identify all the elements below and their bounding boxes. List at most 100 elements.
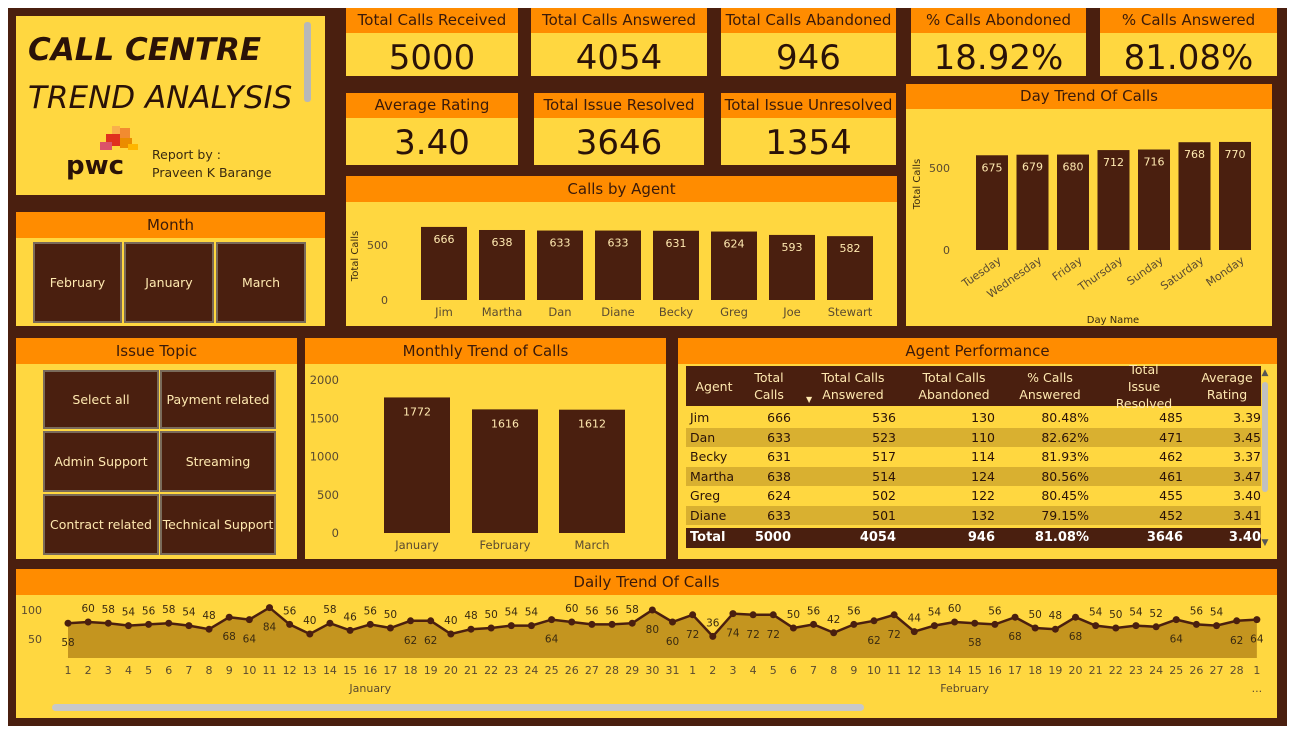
data-label: 64 xyxy=(1170,634,1184,646)
x-tick-label: 26 xyxy=(1189,664,1203,677)
data-label: 54 xyxy=(505,607,519,619)
data-point xyxy=(1253,616,1261,624)
title-line-1: CALL CENTRE xyxy=(28,32,262,68)
horizontal-scrollbar[interactable] xyxy=(52,704,864,711)
issue-option-payment-related[interactable]: Payment related xyxy=(160,370,276,429)
data-point xyxy=(850,620,858,628)
data-label: 56 xyxy=(1190,605,1204,617)
data-label: 40 xyxy=(444,615,457,627)
data-label: 58 xyxy=(968,637,981,649)
x-tick-label: 17 xyxy=(383,664,397,677)
data-point xyxy=(1213,622,1221,630)
issue-option-technical-support[interactable]: Technical Support xyxy=(160,494,276,555)
y-tick-label: 50 xyxy=(28,633,42,646)
bar xyxy=(559,409,625,533)
data-point xyxy=(306,630,314,638)
table-row[interactable]: Greg 624 502 122 80.45% 455 3.40 xyxy=(686,486,1261,505)
table-row[interactable]: Martha 638 514 124 80.56% 461 3.47 xyxy=(686,466,1261,486)
scroll-thumb[interactable] xyxy=(1262,382,1268,492)
x-tick-label: 26 xyxy=(565,664,579,677)
kpi-value: 18.92% xyxy=(933,38,1064,76)
x-tick-label: 24 xyxy=(1149,664,1163,677)
calls-by-agent-chart: Calls by Agent Total Calls 0 500 666 Jim 638 M… xyxy=(346,176,897,326)
scroll-up-icon[interactable]: ▲ xyxy=(1261,368,1269,378)
data-point xyxy=(1132,622,1140,630)
data-point xyxy=(447,630,455,638)
x-tick-label: 21 xyxy=(464,664,478,677)
data-label: 44 xyxy=(908,613,922,625)
x-axis-label: Day Name xyxy=(1087,315,1139,326)
col-total-calls[interactable]: Total Calls xyxy=(754,370,784,402)
data-point xyxy=(588,620,596,628)
x-tick-label: 12 xyxy=(907,664,921,677)
total-issue-resolved: 3646 xyxy=(1146,530,1183,545)
data-label: 62 xyxy=(424,635,437,647)
table-row[interactable]: Jim 666 536 130 80.48% 485 3.39 xyxy=(686,408,1261,427)
issue-option-contract-related[interactable]: Contract related xyxy=(43,494,159,555)
data-label: 768 xyxy=(1184,148,1205,161)
data-label: 50 xyxy=(384,609,397,621)
month-option-january[interactable]: January xyxy=(124,242,214,323)
vertical-scrollbar[interactable] xyxy=(304,22,311,102)
x-tick-label: 4 xyxy=(750,664,757,677)
table-row[interactable]: Dan 633 523 110 82.62% 471 3.45 xyxy=(686,427,1261,447)
table-cell: 80.45% xyxy=(1041,488,1089,503)
table-cell: Diane xyxy=(690,507,727,523)
table-row[interactable]: Becky 631 517 114 81.93% 462 3.37 xyxy=(686,447,1261,466)
col-total-issue-resolved[interactable]: Total Issue Resolved xyxy=(1115,361,1173,411)
data-point xyxy=(1092,622,1100,630)
month-option-march[interactable]: March xyxy=(216,242,306,323)
data-point xyxy=(185,622,193,630)
y-tick-label: 100 xyxy=(21,604,42,617)
scroll-down-icon[interactable]: ▼ xyxy=(1261,538,1269,548)
table-cell: 80.48% xyxy=(1041,410,1089,425)
data-point xyxy=(326,619,334,627)
table-row[interactable]: Diane 633 501 132 79.15% 452 3.41 xyxy=(686,505,1261,525)
month-label: January xyxy=(348,682,391,695)
data-label: 52 xyxy=(1149,608,1162,620)
data-point xyxy=(689,611,697,619)
kpi-value: 4054 xyxy=(575,38,663,76)
y-tick-label: 1500 xyxy=(310,411,339,425)
col-percent-calls-answered[interactable]: % Calls Answered xyxy=(1019,370,1081,402)
col-agent[interactable]: Agent xyxy=(695,378,733,394)
data-point xyxy=(225,613,233,621)
data-label: 64 xyxy=(243,634,257,646)
x-tick-label: 25 xyxy=(545,664,559,677)
series-line xyxy=(67,606,1257,639)
bar xyxy=(1016,154,1049,250)
data-label: 60 xyxy=(81,603,94,615)
table-vertical-scrollbar[interactable]: ▲ ▼ xyxy=(1259,368,1271,548)
issue-option-streaming[interactable]: Streaming xyxy=(160,431,276,492)
ellipsis-label: ... xyxy=(1252,682,1263,695)
table-cell: 3.37 xyxy=(1233,449,1261,464)
issue-option-select-all[interactable]: Select all xyxy=(43,370,159,429)
table-cell: 517 xyxy=(872,449,896,464)
kpi-label: Total Calls Received xyxy=(346,8,518,33)
x-tick-label: 20 xyxy=(444,664,458,677)
table-body[interactable]: Agent Total Calls Total Calls Answered ▼… xyxy=(686,361,1261,548)
kpi-total-issue-unresolved: Total Issue Unresolved 1354 xyxy=(721,93,896,165)
col-total-calls-answered[interactable]: Total Calls Answered ▼ xyxy=(802,366,904,406)
col-total-calls-abandoned[interactable]: Total Calls Abandoned xyxy=(918,370,990,402)
month-option-february[interactable]: February xyxy=(33,242,122,323)
table-cell: 471 xyxy=(1159,429,1183,445)
x-tick-label: 5 xyxy=(145,664,152,677)
data-point xyxy=(991,620,999,628)
data-label: 56 xyxy=(142,605,156,617)
data-label: 46 xyxy=(343,611,357,623)
kpi-label: % Calls Abondoned xyxy=(911,8,1086,33)
sort-desc-icon: ▼ xyxy=(806,395,813,404)
issue-option-admin-support[interactable]: Admin Support xyxy=(43,431,159,492)
col-total-calls-answered-label: Total Calls Answered xyxy=(821,370,885,402)
table-cell: Becky xyxy=(690,449,728,464)
table-cell: 82.62% xyxy=(1041,429,1089,445)
x-tick-label: 9 xyxy=(226,664,233,677)
data-label: 84 xyxy=(263,622,277,634)
data-point xyxy=(84,618,92,626)
total-label: Total xyxy=(690,530,726,545)
x-tick-label: 13 xyxy=(927,664,941,677)
table-cell: 114 xyxy=(971,449,995,464)
col-average-rating[interactable]: Average Rating xyxy=(1201,370,1253,402)
